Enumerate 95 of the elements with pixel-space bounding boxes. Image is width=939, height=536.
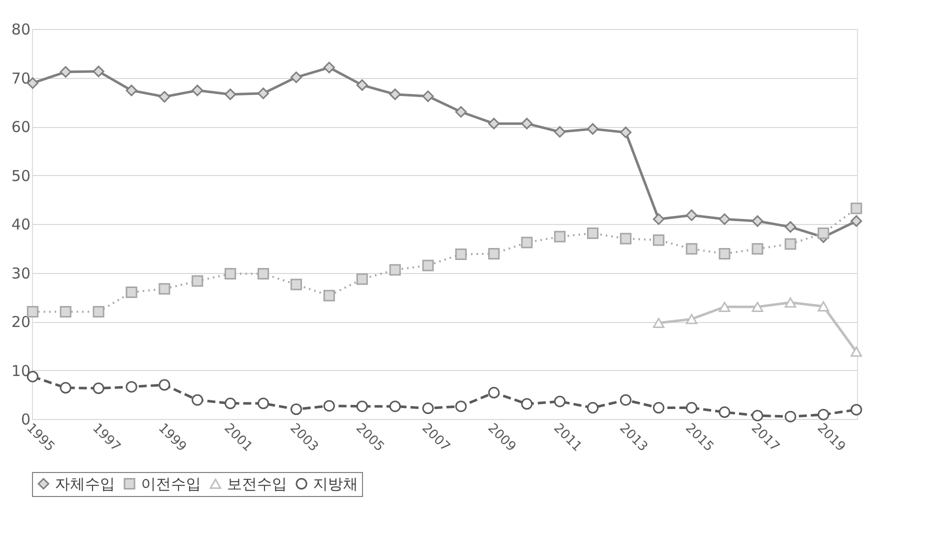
point (158, 91, 170, 103)
point (521, 236, 533, 248)
point (488, 248, 500, 260)
point (26, 306, 38, 318)
point (126, 381, 138, 393)
point (192, 394, 204, 406)
point (587, 402, 599, 414)
y-tick-label: 20 (11, 313, 30, 331)
y-tick-label: 50 (11, 166, 30, 185)
point (652, 234, 664, 246)
legend-label: 보전수입 (227, 474, 287, 493)
point (258, 88, 270, 100)
point (752, 410, 764, 422)
legend-label: 자체수입 (55, 474, 115, 493)
point (290, 278, 302, 290)
point (224, 268, 236, 280)
point (818, 301, 830, 312)
point (422, 260, 434, 272)
point (620, 232, 632, 244)
point (521, 398, 533, 410)
point (784, 238, 796, 250)
legend-label: 이전수입 (141, 474, 201, 493)
point (290, 72, 302, 84)
point (752, 302, 764, 312)
point (784, 297, 796, 308)
point (587, 123, 599, 135)
y-tick-label: 70 (11, 69, 30, 88)
point (488, 386, 500, 398)
point (718, 406, 730, 418)
point (752, 243, 764, 255)
y-tick-label: 30 (11, 264, 30, 282)
point (784, 410, 796, 422)
point (850, 346, 862, 357)
point (192, 84, 204, 96)
point (686, 209, 698, 221)
point (686, 314, 698, 324)
point (192, 275, 204, 287)
point (455, 106, 467, 118)
point (422, 90, 434, 102)
point (356, 79, 368, 91)
point (92, 306, 104, 318)
y-tick-label: 60 (11, 118, 30, 136)
point (356, 273, 368, 285)
point (258, 268, 270, 280)
point (158, 283, 170, 295)
point (488, 118, 500, 130)
point (818, 228, 830, 240)
point (323, 400, 335, 412)
legend-label: 지방채 (313, 474, 358, 493)
y-tick-label: 10 (11, 362, 30, 380)
point (620, 126, 632, 138)
point (554, 396, 566, 408)
point (554, 230, 566, 242)
y-tick-label: 80 (11, 20, 30, 38)
point (389, 88, 401, 100)
point (356, 400, 368, 412)
point (587, 228, 599, 240)
y-tick-label: 40 (11, 216, 30, 234)
point (752, 215, 764, 227)
y-tick-label: 0 (20, 410, 30, 428)
point (92, 382, 104, 394)
point (224, 88, 236, 100)
point (784, 221, 796, 233)
point (652, 402, 664, 414)
point (718, 302, 730, 312)
point (126, 286, 138, 298)
point (389, 400, 401, 412)
point (455, 248, 467, 260)
point (422, 402, 434, 414)
point (686, 243, 698, 255)
point (521, 118, 533, 130)
point (850, 215, 862, 227)
point (323, 290, 335, 302)
point (224, 398, 236, 410)
point (126, 84, 138, 96)
point (92, 66, 104, 78)
point (455, 400, 467, 412)
point (158, 379, 170, 391)
point (60, 382, 72, 394)
point (290, 404, 302, 415)
point (652, 318, 664, 328)
point (620, 394, 632, 406)
point (652, 213, 664, 225)
point (818, 408, 830, 420)
point (850, 202, 862, 214)
point (389, 264, 401, 276)
point (718, 213, 730, 225)
point (323, 62, 335, 74)
point (686, 402, 698, 414)
point (258, 398, 270, 410)
point (554, 126, 566, 138)
point (60, 66, 72, 78)
point (850, 404, 862, 416)
point (718, 248, 730, 260)
point (60, 306, 72, 318)
